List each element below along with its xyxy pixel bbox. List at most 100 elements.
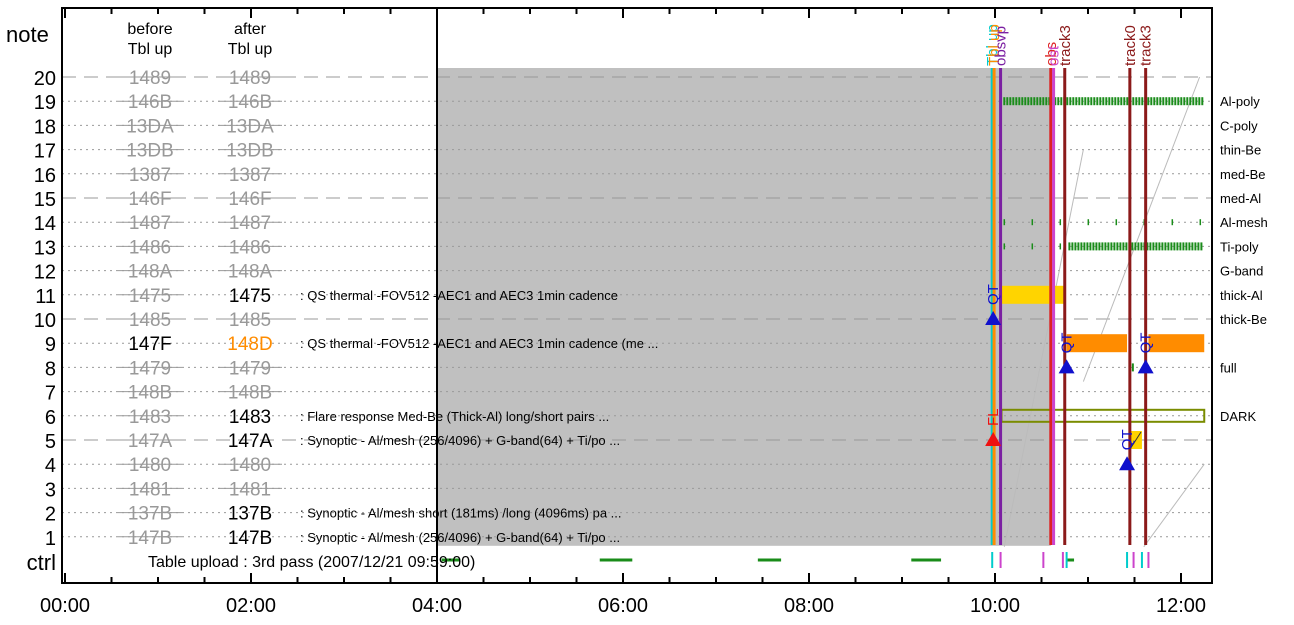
sequence-bar (1002, 286, 1065, 304)
after-table-id: 147B (228, 528, 272, 549)
after-table-id: 1475 (229, 286, 271, 307)
before-table-id: 1480 (129, 455, 171, 476)
filter-label: thick-Be (1220, 312, 1267, 327)
sequence-bar (1067, 334, 1127, 352)
before-table-id: 148A (128, 262, 173, 283)
after-table-id: 148A (228, 262, 273, 283)
row-description: : Synoptic - Al/mesh (256/4096) + G-band… (300, 433, 620, 448)
after-table-id: 1387 (229, 165, 271, 186)
after-table-id: 147A (228, 431, 273, 452)
filter-label: Al-mesh (1220, 215, 1268, 230)
after-table-id: 146F (228, 189, 271, 210)
row-number: 19 (34, 92, 56, 114)
background-layer (437, 68, 1051, 546)
row-number: 12 (34, 262, 56, 284)
after-table-id: 1485 (229, 310, 271, 331)
after-table-id: 1483 (229, 407, 271, 428)
row-number: 20 (34, 68, 56, 90)
row-number: 18 (34, 116, 56, 138)
after-table-id: 13DA (226, 116, 274, 137)
row-number: 6 (45, 407, 56, 429)
x-tick-label: 00:00 (40, 595, 90, 617)
marker-label: QT (1138, 333, 1155, 354)
after-table-id: 146B (228, 92, 272, 113)
after-table-id: 13DB (226, 141, 274, 162)
after-table-id: 137B (228, 504, 272, 525)
row-number: 1 (45, 528, 56, 550)
row-description: : Synoptic - Al/mesh (256/4096) + G-band… (300, 530, 620, 545)
filter-label: DARK (1220, 409, 1256, 424)
row-number: 4 (45, 455, 56, 477)
marker-triangle (1138, 359, 1154, 373)
after-table-id: 148D (227, 334, 272, 355)
diagonal-trace (1144, 464, 1204, 547)
row-number: 15 (34, 189, 56, 211)
event-label: track3 (1057, 25, 1074, 66)
filter-label: med-Al (1220, 191, 1261, 206)
filter-label: C-poly (1220, 118, 1258, 133)
row-number: 3 (45, 479, 56, 501)
before-table-id: 1481 (129, 479, 171, 500)
after-table-id: 1489 (229, 68, 271, 89)
before-table-id: 146F (128, 189, 171, 210)
before-table-id: 13DB (126, 141, 174, 162)
row-number: 17 (34, 141, 56, 163)
before-table-id: 1475 (129, 286, 171, 307)
after-table-id: 1486 (229, 237, 271, 258)
before-table-id: 13DA (126, 116, 174, 137)
event-label: obsvp (993, 26, 1010, 66)
after-table-id: 1479 (229, 358, 271, 379)
x-tick-label: 06:00 (598, 595, 648, 617)
row-number: 7 (45, 383, 56, 405)
filter-label: Al-poly (1220, 94, 1260, 109)
before-table-id: 1485 (129, 310, 171, 331)
ctrl-row-label: ctrl (27, 550, 56, 575)
before-table-id: 148B (128, 383, 172, 404)
marker-triangle (1059, 359, 1075, 373)
row-number: 5 (45, 431, 56, 453)
after-table-id: 148B (228, 383, 272, 404)
filter-label: full (1220, 360, 1237, 375)
row-description: : QS thermal -FOV512 -AEC1 and AEC3 1min… (300, 288, 618, 303)
before-table-id: 1489 (129, 68, 171, 89)
x-tick-label: 08:00 (784, 595, 834, 617)
before-header-line2: Tbl up (128, 41, 173, 58)
filter-label: thin-Be (1220, 143, 1261, 158)
marker-triangle (1119, 456, 1135, 470)
corner-label: note (6, 22, 49, 47)
before-table-id: 1483 (129, 407, 171, 428)
before-header-line1: before (127, 21, 172, 38)
sequence-bar (1148, 334, 1204, 352)
row-description: : Flare response Med-Be (Thick-Al) long/… (300, 409, 609, 424)
x-tick-label: 10:00 (970, 595, 1020, 617)
ctrl-description: Table upload : 3rd pass (2007/12/21 09:5… (148, 554, 475, 571)
after-table-id: 1481 (229, 479, 271, 500)
row-number: 9 (45, 334, 56, 356)
row-number: 11 (35, 286, 56, 308)
x-tick-label: 12:00 (1156, 595, 1206, 617)
row-description: : Synoptic - Al/mesh short (181ms) /long… (300, 506, 622, 521)
x-tick-label: 04:00 (412, 595, 462, 617)
marker-label: QT (985, 284, 1002, 305)
before-table-id: 146B (128, 92, 172, 113)
row-number: 14 (34, 213, 56, 235)
row-number: 2 (45, 504, 56, 526)
after-table-id: 1480 (229, 455, 271, 476)
row-number: 10 (34, 310, 56, 332)
before-table-id: 147B (128, 528, 172, 549)
after-header-line1: after (234, 21, 267, 38)
event-label: track0 (1122, 25, 1139, 66)
before-table-id: 1487 (129, 213, 171, 234)
row-description: : QS thermal -FOV512 -AEC1 and AEC3 1min… (300, 336, 658, 351)
before-table-id: 1486 (129, 237, 171, 258)
filter-label: med-Be (1220, 167, 1266, 182)
shaded-time-region (437, 68, 1051, 546)
marker-label: QT (1059, 333, 1076, 354)
row-number: 16 (34, 165, 56, 187)
after-header-line2: Tbl up (228, 41, 273, 58)
filter-label: G-band (1220, 264, 1263, 279)
marker-label: QT (1119, 429, 1136, 450)
after-table-id: 1487 (229, 213, 271, 234)
row-number: 13 (34, 237, 56, 259)
